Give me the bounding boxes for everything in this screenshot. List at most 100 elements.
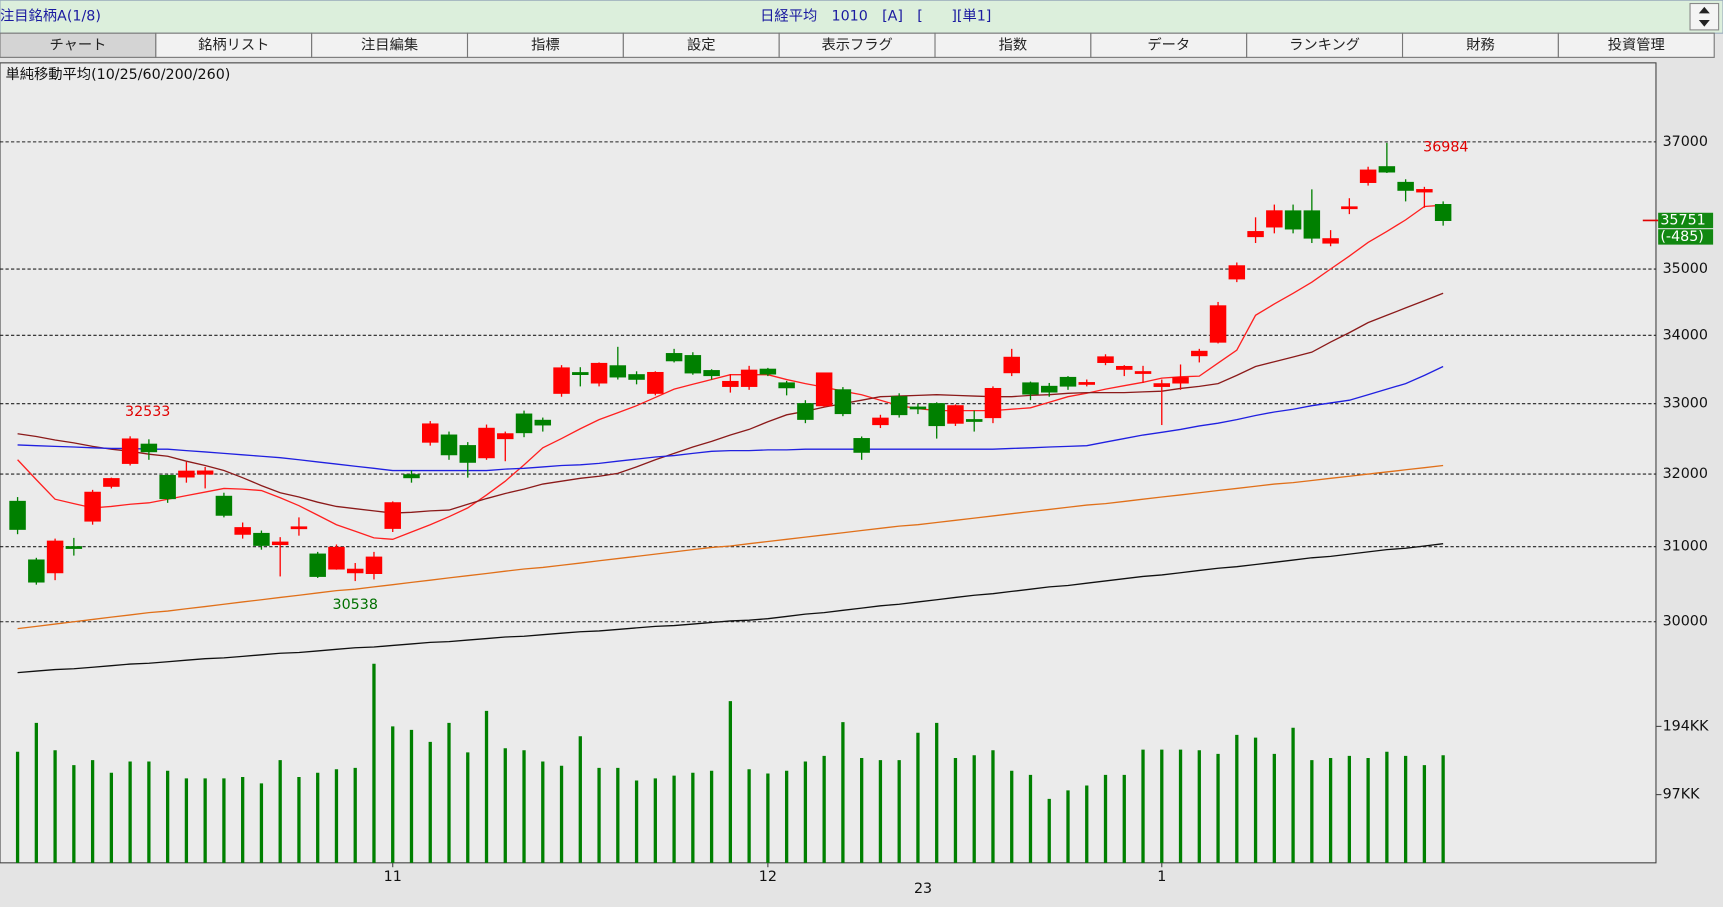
candle-body <box>1209 305 1227 343</box>
candle-body <box>665 353 683 362</box>
high-annotation: 32533 <box>125 404 170 420</box>
x-tick-label: 1 <box>1157 869 1166 885</box>
tab[interactable] <box>1557 32 1715 58</box>
tab[interactable] <box>0 32 157 58</box>
candle-body <box>759 368 777 375</box>
candle-body <box>478 427 495 459</box>
candle-body <box>1341 206 1358 210</box>
candle-body <box>965 419 983 422</box>
candle-body <box>1022 382 1039 395</box>
candle-body <box>1359 169 1377 183</box>
candle-body <box>346 568 364 574</box>
candle-body <box>178 470 195 478</box>
tab-label[interactable]: 注目編集 <box>361 36 418 53</box>
moving-average-line <box>17 464 1444 630</box>
tab-label[interactable]: 指標 <box>531 36 560 53</box>
candle-body <box>1191 350 1208 357</box>
tab-label[interactable]: 財務 <box>1466 36 1495 53</box>
tab[interactable] <box>778 32 936 58</box>
candle-body <box>1097 356 1114 363</box>
candle-body <box>65 546 83 549</box>
y-tick-label: 37000 <box>1663 134 1708 150</box>
last-price-box <box>1658 212 1714 229</box>
indicator-title: 単純移動平均(10/25/60/200/260) <box>5 66 230 83</box>
candle-body <box>872 417 889 426</box>
candle-body <box>384 502 401 529</box>
candle-body <box>1134 371 1152 374</box>
candle-body <box>253 532 270 546</box>
candle-body <box>984 387 1002 419</box>
candle-body <box>271 541 289 546</box>
candle-body <box>1078 382 1095 385</box>
candle-body <box>309 553 326 577</box>
candle-body <box>722 380 739 387</box>
tab-label[interactable]: チャート <box>49 37 106 53</box>
candle-body <box>365 556 383 574</box>
tab-label[interactable]: 投資管理 <box>1608 36 1665 53</box>
plot: 30000 31000 32000 33000 34000 35000 37000 97KK 1… <box>0 134 1714 897</box>
candle-body <box>1059 376 1077 387</box>
candle-body <box>515 413 533 434</box>
tab-label[interactable]: ランキング <box>1289 36 1360 53</box>
candle-body <box>440 434 458 456</box>
candle-body <box>703 370 720 377</box>
tab-label[interactable]: データ <box>1147 35 1190 53</box>
x-tick-label: 11 <box>384 869 402 885</box>
low-annotation: 30538 <box>333 597 378 613</box>
candle-body <box>1378 166 1396 173</box>
candle-body <box>1172 377 1189 384</box>
candle-body <box>140 443 158 453</box>
candle-body <box>928 403 945 427</box>
last-price-label: 35751 <box>1660 212 1705 228</box>
scroll-arrows <box>1698 6 1710 27</box>
candle-body <box>947 405 964 424</box>
candle-body <box>459 445 477 463</box>
tab[interactable] <box>1401 32 1559 58</box>
x-sublabel: 23 <box>914 881 932 897</box>
candle-body <box>778 382 795 389</box>
instrument-label: 日経平均 1010 [A] [ ][単1] <box>760 8 991 25</box>
candle-body <box>590 362 608 384</box>
tab[interactable] <box>1246 32 1404 58</box>
candle-body <box>1247 231 1264 238</box>
candle-body <box>159 474 176 500</box>
change-box <box>1658 229 1714 245</box>
candle-body <box>1116 365 1133 370</box>
candle-body <box>1434 204 1452 221</box>
tab-label[interactable]: 銘柄リスト <box>198 36 269 53</box>
change-label: (-485) <box>1660 229 1704 245</box>
candle-body <box>890 396 908 416</box>
candle-body <box>196 470 214 475</box>
tab[interactable] <box>622 32 780 58</box>
candle-body <box>797 403 814 420</box>
moving-average-line <box>17 292 1444 514</box>
candle-body <box>1266 210 1283 228</box>
candle-body <box>1416 189 1433 193</box>
tab[interactable] <box>934 32 1092 58</box>
recent-high-annotation: 36984 <box>1423 139 1468 155</box>
candle-body <box>1397 181 1414 191</box>
candle-body <box>84 491 101 522</box>
candle-body <box>740 369 758 387</box>
candle-body <box>572 372 589 375</box>
tab-label[interactable]: 指数 <box>999 36 1028 53</box>
candle-body <box>815 372 833 407</box>
candle-body <box>403 474 420 479</box>
tab-label[interactable]: 表示フラグ <box>821 36 892 53</box>
tab[interactable] <box>155 32 313 58</box>
volume-tick-label: 194KK <box>1663 718 1710 734</box>
candle-body <box>647 371 664 394</box>
candle-body <box>328 546 345 570</box>
tab-label[interactable]: 設定 <box>687 36 716 53</box>
candle-body <box>215 495 233 516</box>
tab[interactable] <box>311 32 469 58</box>
candle-body <box>103 478 120 487</box>
list-label: 注目銘柄A(1/8) <box>0 8 101 25</box>
candle-body <box>9 500 26 530</box>
candle-body <box>290 526 308 530</box>
y-tick-label: 33000 <box>1663 396 1708 412</box>
moving-average-line <box>17 543 1444 674</box>
tab[interactable] <box>466 32 624 58</box>
